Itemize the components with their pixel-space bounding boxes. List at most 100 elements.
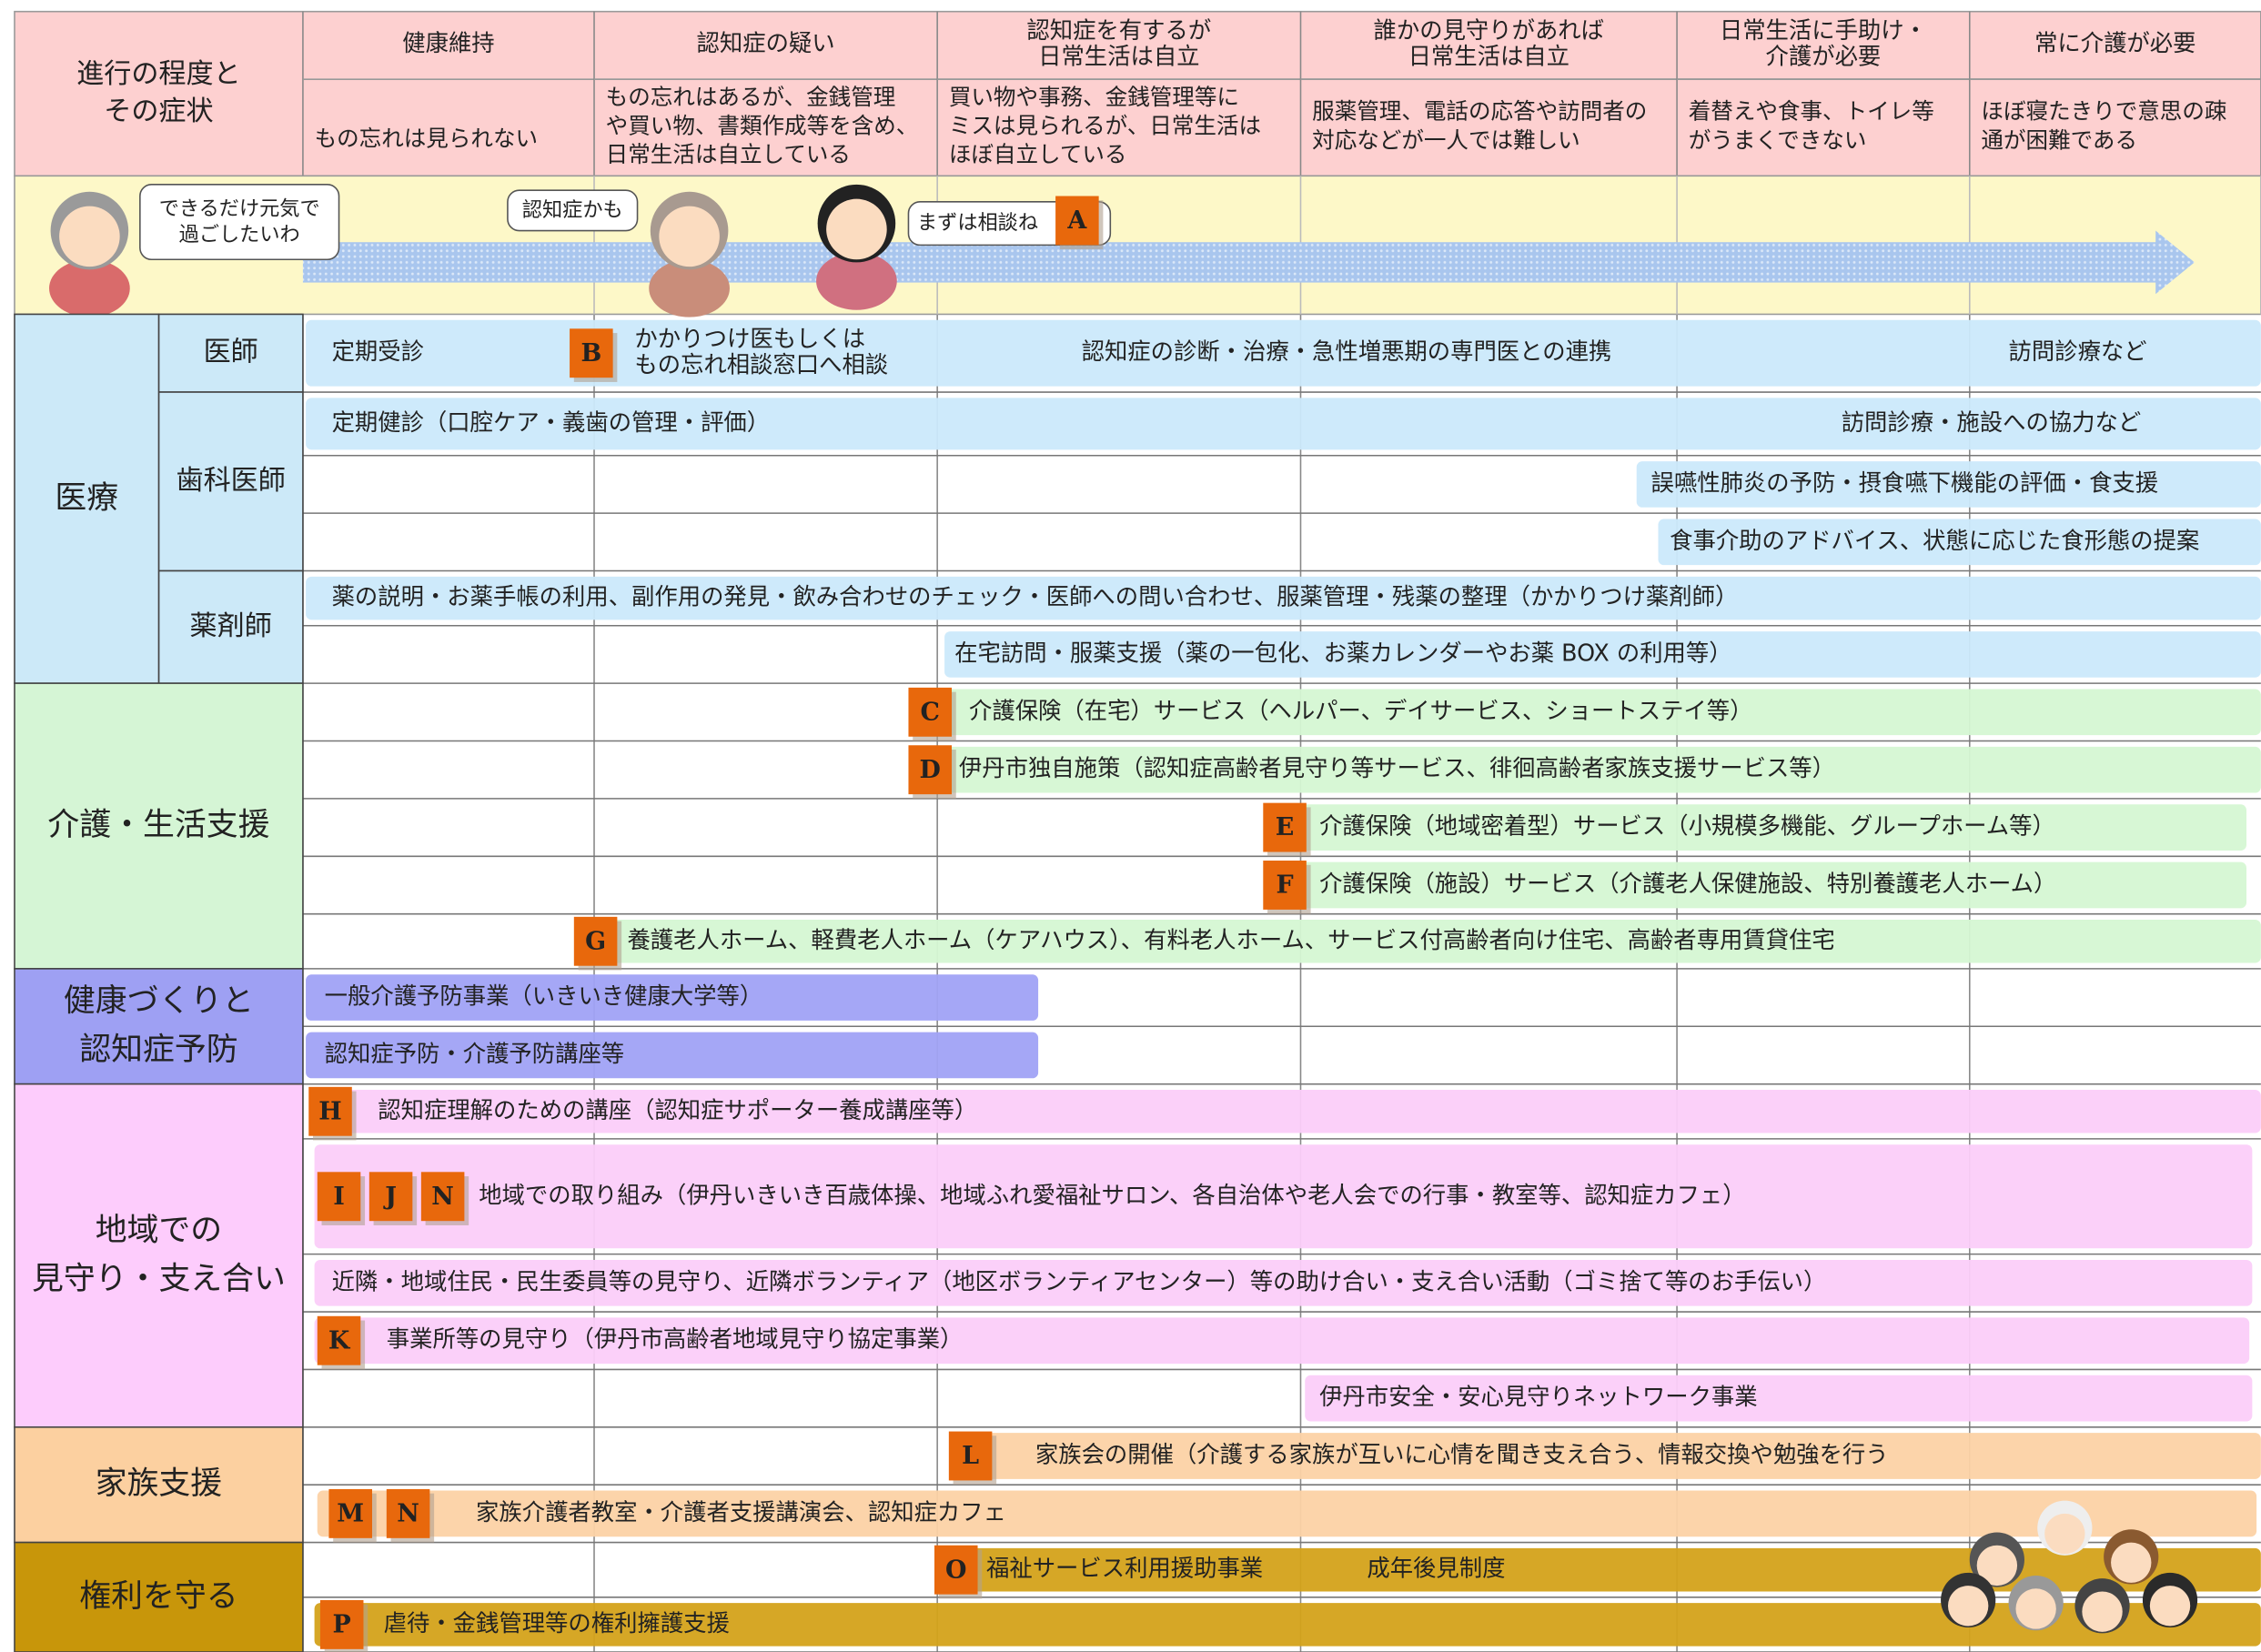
row-text: 近隣・地域住民・民生委員等の見守り、近隣ボランティア（地区ボランティアセンター）… xyxy=(332,1267,1827,1294)
group-label: 歯科医師 xyxy=(176,465,285,497)
bubble-text: 過ごしたいわ xyxy=(179,223,300,247)
section-label: 地域での xyxy=(96,1212,222,1248)
row-text: かかりつけ医もしくは xyxy=(634,325,865,352)
stage-title: 日常生活は自立 xyxy=(1408,42,1570,69)
stage-symptom: 日常生活は自立している xyxy=(606,141,851,167)
row-bar xyxy=(314,1317,2250,1365)
person-body xyxy=(816,252,897,310)
badge xyxy=(317,1172,361,1222)
person-face xyxy=(826,198,887,260)
stage-symptom: もの忘れはあるが、金銭管理 xyxy=(606,84,896,110)
badge xyxy=(386,1488,430,1538)
badge-letter: G xyxy=(585,927,606,955)
badge xyxy=(1263,802,1307,852)
row-text: 虐待・金銭管理等の権利擁護支援 xyxy=(384,1609,730,1637)
row-text: 認知症理解のための講座（認知症サポーター養成講座等） xyxy=(378,1096,977,1123)
stage-title: 誰かの見守りがあれば xyxy=(1374,16,1604,44)
badge-letter: B xyxy=(580,339,601,368)
row-bar xyxy=(952,1433,2261,1479)
section-label: 健康づくりと xyxy=(64,982,254,1019)
person-body xyxy=(49,259,130,317)
stage-symptom: ほぼ自立している xyxy=(949,141,1127,167)
badge xyxy=(948,1431,993,1481)
row-text: 訪問診療・施設への協力など xyxy=(1842,408,2141,436)
stage-symptom: ミスは見られるが、日常生活は xyxy=(949,112,1261,138)
badge xyxy=(570,328,613,378)
badge-letter: L xyxy=(962,1442,979,1470)
section-label-bg xyxy=(14,1426,304,1544)
badge-letter: I xyxy=(333,1183,345,1211)
stage-symptom: 服薬管理、電話の応答や訪問者の xyxy=(1312,98,1647,125)
section-label: 見守り・支え合い xyxy=(32,1261,286,1297)
badge xyxy=(319,1599,364,1649)
corner-label: 進行の程度と xyxy=(76,58,241,90)
row-text: 地域での取り組み（伊丹いきいき百歳体操、地域ふれ愛福祉サロン、各自治体や老人会で… xyxy=(479,1181,1745,1208)
row-bar xyxy=(317,1490,2257,1537)
badge-letter: D xyxy=(920,756,941,784)
row-bar xyxy=(306,319,2261,387)
stage-symptom: 買い物や事務、金銭管理等に xyxy=(949,84,1239,110)
row-text: 介護保険（在宅）サービス（ヘルパー、デイサービス、ショートステイ等） xyxy=(969,697,1752,724)
stage-title: 日常生活に手助け・ xyxy=(1720,16,1927,44)
header-bg xyxy=(14,10,2261,177)
stage-title: 日常生活は自立 xyxy=(1038,42,1199,69)
row-text: 家族介護者教室・介護者支援講演会、認知症カフェ xyxy=(476,1498,1006,1526)
row-text: 一般介護予防事業（いきいき健康大学等） xyxy=(325,982,763,1010)
crowd-face xyxy=(1976,1545,2018,1587)
row-text: 食事介助のアドバイス、状態に応じた食形態の提案 xyxy=(1670,527,2199,554)
stage-title: 介護が必要 xyxy=(1766,42,1882,69)
row-text: 在宅訪問・服薬支援（薬の一包化、お薬カレンダーやお薬 BOX の利用等） xyxy=(954,639,1731,666)
badge-letter: F xyxy=(1276,871,1293,900)
row-text: 伊丹市安全・安心見守りネットワーク事業 xyxy=(1319,1383,1758,1410)
row-text: もの忘れ相談窓口へ相談 xyxy=(634,350,888,378)
person-face xyxy=(659,206,720,267)
bubble-text: 認知症かも xyxy=(522,198,623,222)
stage-symptom: 通が困難である xyxy=(1981,126,2137,153)
stage-symptom: 着替えや食事、トイレ等 xyxy=(1689,98,1934,125)
row-bar xyxy=(314,1603,2261,1647)
bubble-text: できるだけ元気で xyxy=(159,196,320,220)
badge-letter: H xyxy=(318,1097,341,1125)
badge xyxy=(908,687,953,737)
badge xyxy=(573,916,618,966)
section-label-bg xyxy=(14,1083,304,1428)
section-label: 権利を守る xyxy=(79,1578,237,1615)
row-bar xyxy=(306,398,2261,450)
group-label-bg xyxy=(157,313,304,393)
badge-letter: O xyxy=(945,1556,966,1584)
badge-letter: A xyxy=(1066,206,1087,235)
row-bar xyxy=(1266,861,2247,909)
speech-bubble xyxy=(139,184,340,261)
stage-symptom: ほぼ寝たきりで意思の疎 xyxy=(1981,98,2226,125)
badge xyxy=(308,1086,352,1136)
section-label: 介護・生活支援 xyxy=(47,807,269,843)
row-bar xyxy=(306,576,2261,620)
group-label: 薬剤師 xyxy=(190,610,272,642)
progress-arrow-head xyxy=(2155,230,2195,295)
row-text: 家族会の開催（介護する家族が互いに心情を聞き支え合う、情報交換や勉強を行う xyxy=(1035,1440,1889,1467)
badge xyxy=(368,1172,413,1222)
section-label: 認知症予防 xyxy=(79,1032,237,1068)
row-text: 事業所等の見守り（伊丹市高齢者地域見守り協定事業） xyxy=(387,1325,964,1353)
row-text: 伊丹市独自施策（認知症高齢者見守り等サービス、徘徊高齢者家族支援サービス等） xyxy=(959,754,1835,781)
row-text: 訪問診療など xyxy=(2009,337,2147,365)
row-bar xyxy=(309,1089,2261,1133)
section-label-bg xyxy=(14,1541,304,1652)
crowd-face xyxy=(2111,1542,2152,1583)
row-bar xyxy=(944,631,2261,678)
stage-title: 健康維持 xyxy=(402,29,494,56)
row-bar xyxy=(1266,804,2247,851)
stage-symptom: 対応などが一人では難しい xyxy=(1312,126,1580,153)
badge-letter: P xyxy=(333,1610,351,1638)
row-bar xyxy=(1636,461,2261,508)
row-bar xyxy=(576,920,2261,963)
row-text: 認知症の診断・治療・急性増悪期の専門医との連携 xyxy=(1082,337,1612,365)
row-bar xyxy=(314,1259,2253,1306)
speech-bubble xyxy=(507,189,639,232)
badge-letter: M xyxy=(337,1499,364,1527)
row-text: 誤嚥性肺炎の予防・摂食嚥下機能の評価・食支援 xyxy=(1651,468,2159,496)
crowd-face xyxy=(2015,1588,2056,1629)
row-bar xyxy=(306,974,1039,1021)
row-bar xyxy=(314,1144,2253,1249)
